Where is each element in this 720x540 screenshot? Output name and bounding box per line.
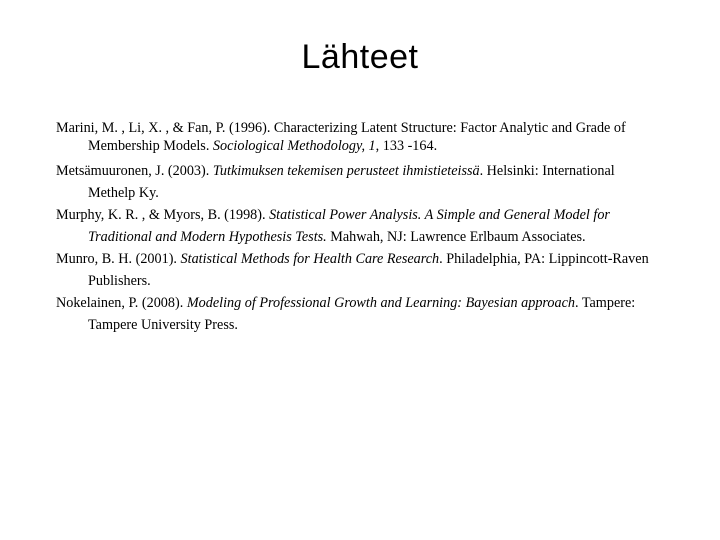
ref-text-pre: Munro, B. H. (2001).: [56, 251, 181, 267]
slide: Lähteet Marini, M. , Li, X. , & Fan, P. …: [0, 0, 720, 540]
ref-text-italic: Statistical Methods for Health Care Rese…: [181, 251, 440, 267]
reference-entry: Nokelainen, P. (2008). Modeling of Profe…: [56, 292, 664, 336]
ref-text-italic: Tutkimuksen tekemisen perusteet ihmistie…: [213, 163, 480, 179]
reference-entry: Marini, M. , Li, X. , & Fan, P. (1996). …: [56, 119, 664, 156]
ref-text-post: , 133 -164.: [376, 138, 437, 154]
reference-entry: Murphy, K. R. , & Myors, B. (1998). Stat…: [56, 204, 664, 248]
page-title: Lähteet: [56, 38, 664, 77]
ref-text-italic: Modeling of Professional Growth and Lear…: [187, 295, 575, 311]
reference-list: Marini, M. , Li, X. , & Fan, P. (1996). …: [56, 119, 664, 336]
reference-entry: Metsämuuronen, J. (2003). Tutkimuksen te…: [56, 160, 664, 204]
ref-text-pre: Metsämuuronen, J. (2003).: [56, 163, 213, 179]
ref-text-pre: Nokelainen, P. (2008).: [56, 295, 187, 311]
reference-entry: Munro, B. H. (2001). Statistical Methods…: [56, 248, 664, 292]
ref-text-pre: Murphy, K. R. , & Myors, B. (1998).: [56, 207, 269, 223]
ref-text-italic: Sociological Methodology, 1: [213, 138, 376, 154]
ref-text-post: Mahwah, NJ: Lawrence Erlbaum Associates.: [327, 229, 586, 245]
